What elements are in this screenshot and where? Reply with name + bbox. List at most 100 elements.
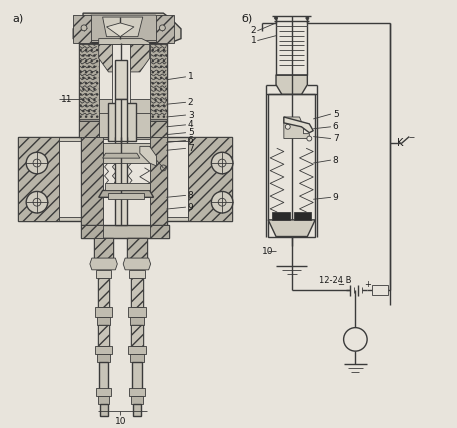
Text: +: + — [364, 280, 371, 289]
Bar — [129, 270, 145, 278]
Polygon shape — [99, 190, 154, 197]
Bar — [79, 121, 99, 137]
Bar — [372, 285, 388, 295]
Bar — [115, 60, 127, 99]
Polygon shape — [73, 13, 181, 42]
Bar — [73, 15, 91, 42]
Text: 6: 6 — [188, 136, 194, 145]
Circle shape — [344, 327, 367, 351]
Bar — [156, 15, 174, 42]
Bar — [97, 354, 111, 362]
Circle shape — [307, 136, 312, 141]
Bar — [79, 42, 167, 121]
Text: K: K — [398, 138, 404, 149]
Bar — [149, 45, 167, 119]
Circle shape — [211, 191, 233, 213]
Text: 12-24 В: 12-24 В — [319, 276, 351, 285]
Bar — [149, 225, 169, 238]
Bar — [131, 278, 143, 307]
Text: 3: 3 — [188, 110, 194, 119]
Bar — [131, 325, 143, 346]
Polygon shape — [85, 15, 169, 41]
Circle shape — [211, 152, 233, 174]
Bar — [105, 183, 149, 190]
Text: 11: 11 — [60, 95, 72, 104]
Bar — [99, 113, 149, 137]
Polygon shape — [99, 45, 149, 72]
Text: 9: 9 — [188, 202, 194, 211]
Polygon shape — [140, 146, 156, 166]
Bar — [115, 137, 127, 225]
Bar — [79, 45, 99, 119]
Circle shape — [81, 25, 87, 31]
Circle shape — [285, 125, 290, 129]
Bar — [133, 404, 141, 416]
Bar — [96, 388, 112, 396]
Bar — [115, 99, 127, 140]
Text: a): a) — [12, 13, 24, 23]
Bar — [95, 307, 112, 317]
Bar — [108, 103, 136, 140]
Polygon shape — [103, 17, 143, 37]
Bar — [79, 121, 167, 137]
Bar — [81, 225, 103, 238]
Bar — [129, 388, 145, 396]
Bar — [294, 212, 311, 220]
Polygon shape — [90, 258, 117, 270]
Bar — [149, 137, 167, 225]
Bar — [98, 278, 110, 307]
Bar — [81, 137, 167, 225]
Text: 5: 5 — [333, 110, 339, 119]
Text: 10: 10 — [115, 417, 126, 426]
Bar — [131, 325, 143, 346]
Bar — [128, 307, 146, 317]
Circle shape — [26, 152, 48, 174]
Text: 1: 1 — [188, 72, 194, 81]
Circle shape — [306, 17, 309, 20]
Bar — [99, 362, 108, 391]
Bar — [18, 137, 232, 221]
Bar — [81, 225, 169, 238]
Text: 6: 6 — [333, 122, 339, 131]
Text: 7: 7 — [188, 144, 194, 153]
Bar — [127, 238, 147, 258]
Bar — [94, 238, 113, 258]
Text: 5: 5 — [188, 128, 194, 137]
Bar — [131, 278, 143, 307]
Text: 2: 2 — [188, 98, 193, 107]
Text: 1: 1 — [251, 36, 256, 45]
Polygon shape — [123, 258, 151, 270]
Text: 8: 8 — [333, 156, 339, 165]
Bar — [127, 238, 147, 258]
Bar — [98, 325, 110, 346]
Circle shape — [275, 17, 277, 20]
Text: 8: 8 — [188, 191, 194, 200]
Bar — [58, 140, 188, 217]
Bar — [131, 396, 143, 404]
Text: −: − — [338, 280, 345, 289]
Text: 2: 2 — [251, 26, 256, 35]
Bar — [188, 137, 232, 221]
Bar — [18, 137, 58, 221]
Bar — [272, 212, 290, 220]
Bar — [130, 317, 144, 325]
Bar — [96, 270, 112, 278]
Circle shape — [26, 191, 48, 213]
Polygon shape — [103, 153, 140, 158]
Bar — [95, 346, 112, 354]
Bar — [149, 121, 167, 137]
Bar — [268, 95, 315, 237]
Bar — [81, 137, 103, 225]
Bar — [98, 325, 110, 346]
Polygon shape — [106, 23, 134, 37]
Text: 4: 4 — [188, 120, 193, 129]
Polygon shape — [284, 117, 309, 139]
Bar — [98, 278, 110, 307]
Bar — [128, 346, 146, 354]
Bar — [103, 143, 149, 163]
Bar — [132, 362, 142, 391]
Text: б): б) — [242, 13, 253, 23]
Text: 10: 10 — [262, 247, 274, 256]
Bar — [103, 139, 149, 225]
Bar — [98, 396, 110, 404]
